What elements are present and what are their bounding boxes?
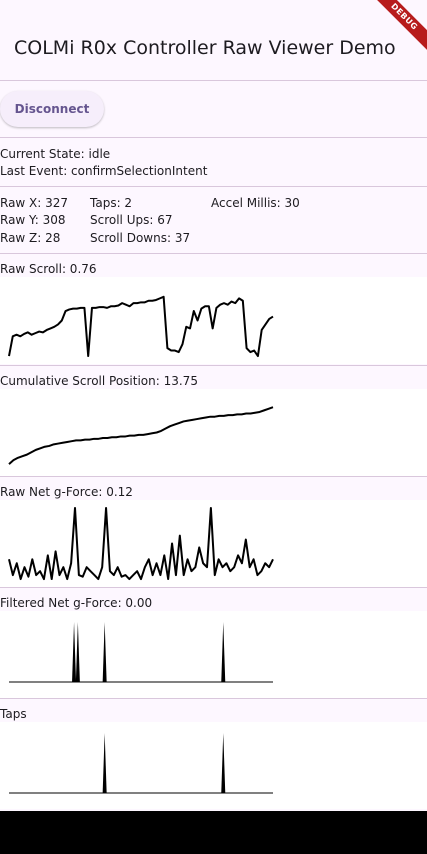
taps-chart	[0, 722, 427, 809]
chart-spike	[221, 622, 226, 682]
cumulative-scroll-title: Cumulative Scroll Position: 13.75	[0, 374, 198, 388]
chart-spike	[72, 622, 77, 682]
taps-chart-svg	[9, 733, 273, 794]
cumulative-scroll-chart-svg	[8, 406, 274, 465]
chart-line	[8, 406, 274, 465]
chart-spike	[102, 622, 107, 682]
divider	[0, 587, 427, 588]
raw-z-text: Raw Z: 28	[0, 231, 61, 245]
current-state-text: Current State: idle	[0, 147, 111, 161]
raw-gforce-chart-svg	[8, 506, 274, 581]
raw-x-text: Raw X: 327	[0, 196, 69, 210]
debug-label: DEBUG	[367, 0, 427, 54]
raw-scroll-chart-svg	[8, 295, 274, 358]
raw-scroll-title: Raw Scroll: 0.76	[0, 262, 97, 276]
accel-millis-text: Accel Millis: 30	[211, 196, 300, 210]
filtered-gforce-title: Filtered Net g-Force: 0.00	[0, 596, 153, 610]
debug-banner: DEBUG	[367, 0, 427, 60]
raw-gforce-chart	[0, 500, 427, 587]
last-event-text: Last Event: confirmSelectionIntent	[0, 164, 208, 178]
divider	[0, 365, 427, 366]
filtered-gforce-chart-svg	[9, 622, 273, 683]
taps-count-text: Taps: 2	[90, 196, 133, 210]
navigation-bar	[0, 811, 427, 854]
chart-line	[8, 295, 274, 358]
cumulative-scroll-chart	[0, 389, 427, 476]
divider	[0, 476, 427, 477]
raw-scroll-chart	[0, 277, 427, 364]
divider	[0, 80, 427, 81]
divider	[0, 137, 427, 138]
divider	[0, 698, 427, 699]
disconnect-button[interactable]: Disconnect	[0, 91, 104, 127]
app-bar: COLMi R0x Controller Raw Viewer Demo DEB…	[0, 0, 427, 80]
chart-spike	[221, 733, 226, 793]
chart-spike	[102, 733, 107, 793]
chart-line	[8, 506, 274, 581]
raw-y-text: Raw Y: 308	[0, 213, 66, 227]
scroll-downs-text: Scroll Downs: 37	[90, 231, 191, 245]
page-title: COLMi R0x Controller Raw Viewer Demo	[14, 37, 396, 59]
taps-chart-title: Taps	[0, 707, 27, 721]
chart-spike	[75, 622, 80, 682]
raw-gforce-title: Raw Net g-Force: 0.12	[0, 485, 133, 499]
scroll-ups-text: Scroll Ups: 67	[90, 213, 173, 227]
divider	[0, 186, 427, 187]
divider	[0, 253, 427, 254]
filtered-gforce-chart	[0, 611, 427, 698]
